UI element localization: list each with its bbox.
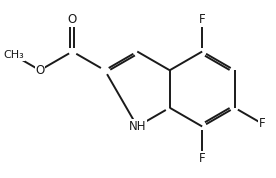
Text: O: O bbox=[35, 64, 44, 77]
Text: F: F bbox=[199, 13, 205, 26]
Text: F: F bbox=[199, 152, 205, 165]
Text: O: O bbox=[68, 13, 77, 26]
Text: NH: NH bbox=[129, 120, 146, 133]
Text: F: F bbox=[259, 117, 266, 130]
Text: CH₃: CH₃ bbox=[4, 50, 24, 60]
